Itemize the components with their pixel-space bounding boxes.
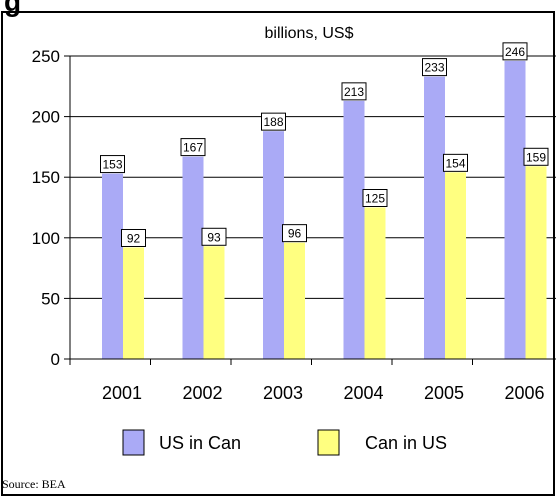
bars	[102, 60, 547, 360]
x-tick-label: 2003	[263, 383, 303, 403]
x-axis: 2001 2002 2003 2004 2005 2006	[69, 358, 556, 403]
data-label: 188	[263, 115, 283, 129]
data-label-box	[261, 112, 286, 131]
legend: US in Can Can in US	[122, 429, 447, 456]
y-tick-label: 150	[32, 168, 60, 187]
bar-can-in-us	[284, 242, 305, 359]
y-tick-label: 50	[41, 289, 60, 308]
legend-label-us-in-can: US in Can	[159, 433, 241, 453]
x-tick-label: 2004	[343, 383, 383, 403]
x-tick-label: 2002	[182, 383, 222, 403]
data-label-box	[523, 147, 549, 166]
data-label-box	[180, 138, 206, 157]
bar-us-in-can	[102, 173, 123, 359]
y-tick-label: 250	[32, 47, 60, 66]
data-label: 233	[424, 61, 444, 75]
bar-us-in-can	[504, 60, 526, 360]
data-label-box	[282, 224, 307, 243]
data-label-box	[443, 153, 468, 172]
data-label-box	[422, 58, 447, 77]
data-label: 213	[344, 85, 364, 99]
data-label: 159	[526, 150, 546, 164]
y-tick-label: 200	[32, 108, 60, 127]
bar-us-in-can	[424, 76, 445, 359]
y-tick-label: 0	[51, 350, 60, 369]
data-label-box	[121, 228, 146, 247]
y-axis: 0 50 100 150 200 250	[32, 47, 71, 369]
bar-can-in-us	[445, 172, 466, 359]
bar-us-in-can	[263, 131, 284, 359]
bar-us-in-can	[343, 100, 365, 360]
data-label: 125	[365, 192, 385, 206]
chart-frame	[1, 11, 555, 496]
data-label-box	[201, 227, 227, 246]
x-tick-label: 2006	[504, 383, 544, 403]
legend-label-can-in-us: Can in US	[365, 433, 447, 453]
bar-can-in-us	[123, 247, 144, 359]
x-tick-label: 2001	[102, 383, 142, 403]
bar-can-in-us	[364, 207, 386, 359]
data-label: 167	[183, 141, 203, 155]
bar-us-in-can	[182, 156, 204, 359]
bar-can-in-us	[525, 166, 547, 359]
data-label: 153	[102, 158, 122, 172]
data-label: 96	[288, 227, 302, 241]
bar-can-in-us	[203, 246, 225, 359]
data-label-box	[502, 42, 528, 61]
legend-swatch-can-in-us	[317, 429, 340, 456]
data-label: 154	[445, 156, 465, 170]
data-labels: 153 92 167 93 188 96 213 125 233 154 246 159	[100, 42, 549, 247]
y-tick-label: 100	[32, 229, 60, 248]
data-label: 246	[505, 45, 525, 59]
data-label-box	[362, 189, 388, 207]
chart-title: billions, US$	[265, 25, 354, 42]
legend-swatch-us-in-can	[122, 429, 145, 456]
data-label: 92	[127, 231, 141, 245]
data-label-box	[341, 82, 367, 101]
x-tick-label: 2005	[424, 383, 464, 403]
data-label: 93	[207, 230, 221, 244]
data-label-box	[100, 155, 125, 174]
source-note: Source: BEA	[2, 477, 66, 491]
